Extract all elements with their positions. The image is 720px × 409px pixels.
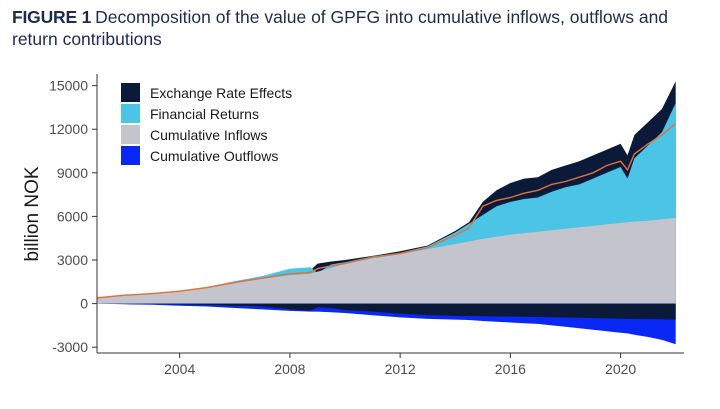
y-tick-label: 6000 (57, 208, 88, 224)
fund-value-line (96, 122, 677, 299)
x-tick-label: 2016 (495, 361, 526, 377)
legend-label: Financial Returns (150, 106, 259, 122)
legend-label: Cumulative Outflows (150, 148, 278, 164)
y-tick-label: 9000 (57, 165, 88, 181)
x-tick-label: 2020 (605, 361, 636, 377)
y-tick-label: -3000 (52, 339, 88, 355)
plot-areas (96, 81, 677, 345)
legend-label: Cumulative Inflows (150, 127, 268, 143)
x-tick-label: 2012 (385, 361, 416, 377)
y-tick-label: 0 (80, 296, 88, 312)
y-axis-label: billion NOK (22, 166, 43, 261)
y-tick-label: 3000 (57, 252, 88, 268)
y-tick-label: 15000 (49, 78, 88, 94)
legend: Exchange Rate Effects Financial Returns Cu… (121, 83, 292, 165)
figure-title: FIGURE 1 Decomposition of the value of GP… (12, 6, 712, 50)
figure-label: FIGURE 1 (12, 7, 92, 27)
x-axis-ticks: 2004 2008 2012 2016 2020 (164, 353, 636, 377)
y-tick-label: 12000 (49, 121, 88, 137)
legend-label: Exchange Rate Effects (150, 85, 292, 101)
legend-swatch (121, 83, 140, 102)
x-tick-label: 2004 (164, 361, 195, 377)
x-tick-label: 2008 (274, 361, 305, 377)
legend-swatch (121, 125, 140, 144)
legend-swatch (121, 146, 140, 165)
legend-swatch (121, 104, 140, 123)
figure-title-text: Decomposition of the value of GPFG into … (12, 7, 669, 49)
y-axis-ticks: -3000 0 3000 6000 9000 12000 15000 (49, 78, 97, 355)
negative-exchange-effects-area (97, 303, 676, 320)
cumulative-inflows-area (97, 217, 676, 304)
